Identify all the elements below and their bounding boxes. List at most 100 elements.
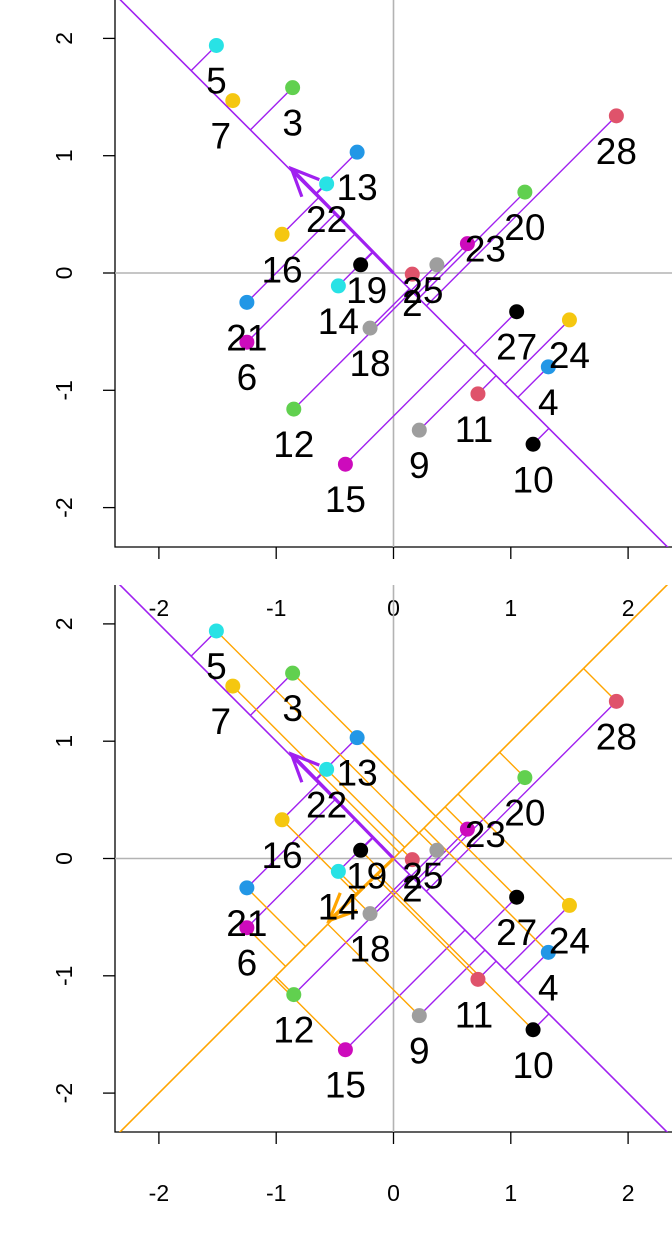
point-label: 16 — [261, 249, 302, 290]
point-label: 5 — [206, 646, 227, 687]
projection-arrow — [290, 167, 395, 275]
data-point — [330, 863, 346, 879]
point-label: 2 — [402, 869, 423, 910]
point-label: 23 — [465, 814, 506, 855]
data-point — [225, 678, 241, 694]
projection-segment — [425, 115, 617, 307]
data-point — [411, 422, 427, 438]
point-label: 18 — [349, 929, 390, 970]
point-label: 25 — [402, 855, 443, 896]
point-label: 12 — [273, 1010, 314, 1051]
projection-arrow — [290, 752, 395, 860]
data-point — [540, 944, 556, 960]
projection-segment — [435, 815, 518, 898]
data-point — [362, 906, 378, 922]
projection-segment — [504, 319, 570, 385]
projection-segment — [246, 887, 307, 947]
data-point — [525, 436, 541, 452]
data-point — [285, 80, 301, 96]
data-point — [525, 1022, 541, 1038]
data-point — [286, 401, 302, 417]
axis-frame — [114, 585, 672, 1133]
point-label: 3 — [282, 688, 303, 729]
x-tick-label: -2 — [149, 1180, 169, 1206]
data-point — [330, 278, 346, 294]
point-label: 4 — [538, 967, 559, 1008]
data-point — [286, 987, 302, 1003]
x-tick-label: 2 — [622, 595, 635, 621]
point-label: 24 — [549, 335, 590, 376]
y-tick-label: 1 — [51, 149, 77, 162]
projection-segment — [473, 896, 518, 940]
y-tick-label: 0 — [51, 267, 77, 280]
projection-arrow-head — [288, 751, 320, 783]
data-point — [470, 386, 486, 402]
projection-segment — [246, 819, 356, 929]
point-label: 22 — [306, 199, 347, 240]
point-label: 13 — [337, 753, 378, 794]
data-point — [239, 334, 255, 350]
projection-segment — [344, 344, 466, 465]
data-point — [274, 812, 290, 828]
point-label: 23 — [465, 229, 506, 270]
projection-segment — [369, 288, 410, 329]
projection-segment — [293, 290, 413, 410]
point-label: 11 — [455, 994, 493, 1035]
point-label: 11 — [455, 409, 493, 450]
x-tick-label: 2 — [622, 1180, 635, 1206]
projection-segment — [273, 977, 346, 1051]
data-point — [470, 971, 486, 987]
point-label: 28 — [596, 716, 637, 757]
y-tick-label: 0 — [51, 852, 77, 865]
projection-segment — [356, 737, 437, 817]
point-label: 9 — [409, 445, 430, 486]
data-point — [608, 693, 624, 709]
data-point — [337, 456, 353, 472]
projection-segment — [246, 213, 336, 303]
data-point — [319, 761, 335, 777]
point-label: 14 — [318, 886, 359, 927]
data-point — [459, 821, 475, 837]
data-point — [561, 312, 577, 328]
data-point — [561, 897, 577, 913]
data-point — [429, 257, 445, 273]
projection-segment — [457, 793, 570, 906]
projection-segment — [418, 363, 486, 431]
y-tick-label: -1 — [51, 380, 77, 400]
x-tick-label: 1 — [504, 595, 517, 621]
data-point — [319, 176, 335, 192]
data-point — [225, 93, 241, 109]
projection-segment — [377, 873, 534, 1031]
data-point — [362, 320, 378, 336]
point-label: 21 — [226, 903, 267, 944]
projection-segment — [504, 904, 570, 971]
point-label: 18 — [349, 343, 390, 384]
y-tick-label: -1 — [51, 966, 77, 986]
scatter-panel-top: -2-1012-2-101223456791011121314151618192… — [51, 0, 672, 621]
projection-arrow-head — [288, 165, 320, 198]
projection-segment — [281, 819, 358, 896]
projection-segment — [249, 87, 294, 131]
data-point — [509, 304, 525, 320]
point-label: 9 — [409, 1031, 430, 1072]
point-label: 21 — [226, 317, 267, 358]
y-tick-label: -2 — [51, 497, 77, 517]
x-tick-label: 1 — [504, 1180, 517, 1206]
point-label: 3 — [282, 103, 303, 144]
data-point — [517, 770, 533, 786]
data-point — [239, 294, 255, 310]
projection-segment — [425, 700, 617, 892]
projection-segment — [281, 782, 319, 821]
point-label: 19 — [346, 270, 387, 311]
point-label: 27 — [496, 327, 537, 368]
point-label: 20 — [504, 207, 545, 248]
data-point — [509, 889, 525, 905]
projection-segment — [246, 927, 287, 967]
x-tick-label: -1 — [266, 595, 286, 621]
point-label: 15 — [325, 479, 366, 520]
point-label: 6 — [237, 357, 258, 398]
data-point — [411, 1008, 427, 1024]
projection-segment — [418, 949, 486, 1017]
point-label: 15 — [325, 1065, 366, 1106]
